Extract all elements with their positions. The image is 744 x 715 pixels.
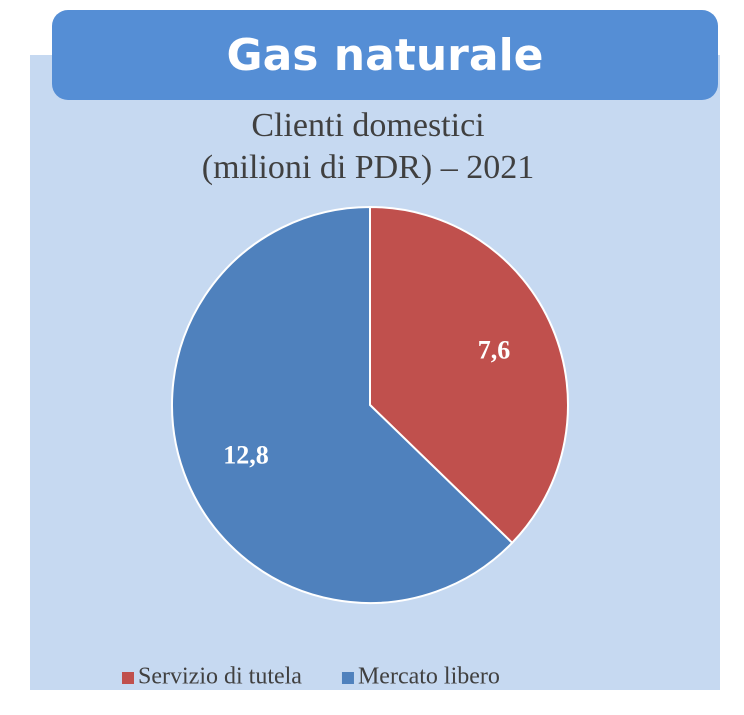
header: Gas naturale [226,30,543,81]
legend-label: Servizio di tutela [138,664,302,690]
chart-title: (milioni di PDR) – 2021 [202,149,534,186]
legend-label: Mercato libero [358,664,500,690]
chart-title: Clienti domestici [251,107,484,144]
data-label: 7,6 [478,335,511,364]
data-label: 12,8 [223,440,269,469]
legend-swatch [341,672,354,684]
pie-slice [369,205,569,545]
legend-swatch [122,672,134,684]
header-banner [52,10,718,100]
pie-slice [171,205,514,604]
